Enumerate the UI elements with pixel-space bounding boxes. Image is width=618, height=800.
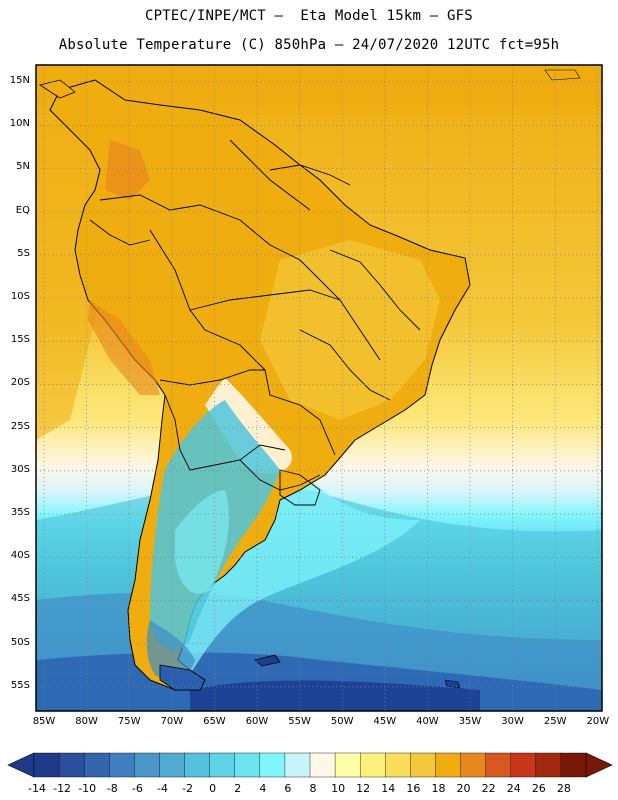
lon-tick-label: 85W [32, 716, 56, 727]
colorbar-swatch [109, 752, 136, 778]
colorbar-swatch [134, 752, 161, 778]
colorbar [7, 752, 613, 778]
colorbar-tick-label: -10 [78, 782, 97, 795]
colorbar-tick-label: 10 [331, 782, 346, 795]
colorbar-tick-label: 12 [356, 782, 371, 795]
colorbar-swatch [334, 752, 361, 778]
country-borders [89, 139, 421, 506]
colorbar-swatch [435, 752, 462, 778]
colorbar-swatch [259, 752, 286, 778]
lon-tick-label: 45W [373, 716, 397, 727]
map-frame [35, 64, 603, 712]
colorbar-tick-label: 6 [284, 782, 292, 795]
falkland-islands [254, 654, 281, 667]
colorbar-arrow-high [585, 752, 613, 778]
colorbar-swatch [309, 752, 336, 778]
colorbar-tick-label: 20 [456, 782, 471, 795]
colorbar-swatch [535, 752, 562, 778]
colorbar-swatch [560, 752, 587, 778]
colorbar-swatch [184, 752, 211, 778]
colorbar-tick-label: -8 [106, 782, 118, 795]
colorbar-tick-label: -14 [28, 782, 46, 795]
lat-tick-label: 20S [10, 377, 30, 389]
colorbar-swatch [510, 752, 537, 778]
lon-tick-label: 55W [288, 716, 311, 727]
colorbar-arrow-low [7, 752, 35, 778]
lon-tick-label: 50W [330, 716, 354, 727]
lon-tick-label: 25W [543, 716, 567, 727]
colorbar-swatch [83, 752, 110, 778]
chart-subtitle: Absolute Temperature (C) 850hPa – 24/07/… [58, 37, 560, 53]
lon-tick-label: 75W [117, 716, 141, 727]
colorbar-tick-label: 8 [309, 782, 317, 795]
colorbar-tick-label: 18 [431, 782, 446, 795]
colorbar-tick-label: 24 [506, 782, 521, 795]
lat-tick-label: 5S [17, 247, 30, 259]
colorbar-tick-label: 22 [481, 782, 496, 795]
colorbar-tick-label: 28 [556, 782, 571, 795]
lon-tick-label: 20W [586, 716, 610, 727]
lat-tick-label: 40S [10, 550, 30, 562]
lon-tick-label: 35W [458, 716, 482, 727]
colorbar-swatch [410, 752, 437, 778]
lat-tick-label: 10N [9, 118, 30, 130]
colorbar-tick-label: 4 [259, 782, 267, 795]
lat-tick-label: 5N [16, 161, 30, 173]
colorbar-tick-label: -4 [156, 782, 168, 795]
colorbar-tick-label: 14 [381, 782, 396, 795]
colorbar-swatch [234, 752, 261, 778]
colorbar-swatch [485, 752, 512, 778]
lat-tick-label: 15N [9, 75, 30, 86]
colorbar-swatch [159, 752, 186, 778]
lat-tick-label: 15S [10, 334, 30, 346]
lat-tick-label: 25S [10, 420, 30, 432]
lat-tick-label: 55S [10, 679, 30, 691]
lat-tick-label: 35S [10, 507, 30, 518]
lon-tick-label: 40W [416, 716, 439, 727]
colorbar-tick-label: 0 [209, 782, 217, 795]
lon-tick-label: 30W [501, 716, 524, 727]
colorbar-swatch [33, 752, 60, 778]
colorbar-tick-label: 16 [406, 782, 421, 795]
colorbar-tick-label: -12 [53, 782, 72, 795]
lon-tick-label: 65W [203, 716, 226, 727]
lat-tick-label: 50S [10, 636, 30, 648]
colorbar-swatch [58, 752, 85, 778]
colorbar-tick-label: -2 [182, 782, 194, 795]
lon-tick-label: 80W [75, 716, 98, 727]
colorbar-swatch [359, 752, 386, 778]
lat-tick-label: EQ [15, 204, 30, 216]
colorbar-swatch [385, 752, 412, 778]
lat-tick-label: 45S [10, 593, 30, 605]
colorbar-tick-label: -6 [131, 782, 143, 795]
lon-tick-label: 70W [160, 716, 184, 727]
lon-tick-label: 60W [245, 716, 269, 727]
colorbar-swatch [209, 752, 236, 778]
lat-tick-label: 10S [10, 291, 30, 302]
tierra-del-fuego [159, 664, 206, 691]
colorbar-tick-label: 2 [234, 782, 242, 795]
colorbar-tick-label: 26 [531, 782, 546, 795]
colorbar-swatch [460, 752, 487, 778]
colorbar-swatch [284, 752, 311, 778]
lat-tick-label: 30S [10, 463, 30, 475]
chart-title: CPTEC/INPE/MCT – Eta Model 15km – GFS [145, 8, 473, 24]
